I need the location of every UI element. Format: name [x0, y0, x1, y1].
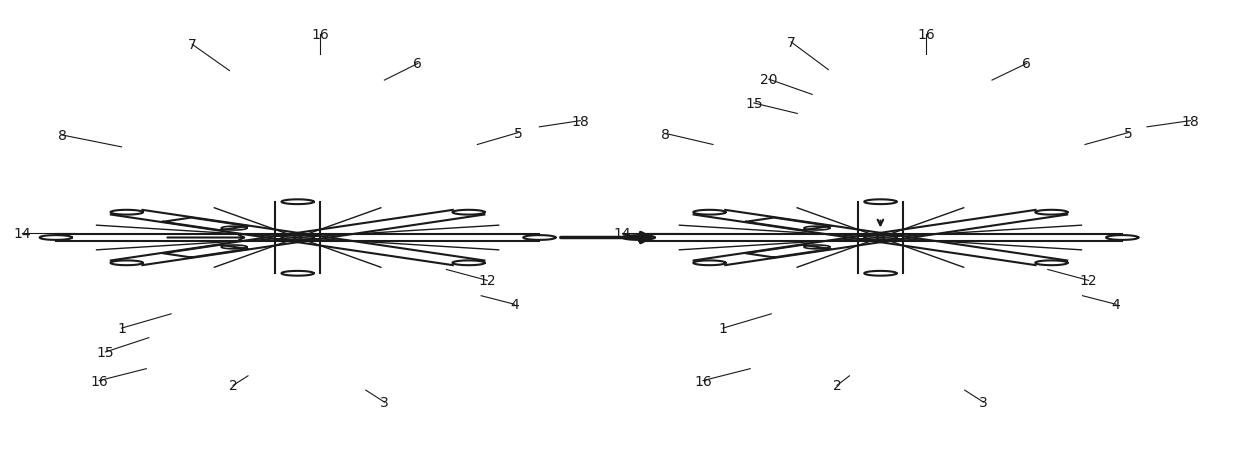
Text: 6: 6: [1022, 57, 1032, 71]
Text: 2: 2: [228, 378, 238, 393]
Text: 12: 12: [479, 274, 496, 288]
Text: 16: 16: [694, 374, 712, 388]
Text: 16: 16: [918, 28, 935, 42]
Text: 8: 8: [57, 129, 67, 143]
Text: 8: 8: [661, 127, 671, 141]
Text: 15: 15: [97, 345, 114, 359]
Text: 7: 7: [187, 38, 197, 52]
Text: 15: 15: [745, 97, 763, 111]
Text: 18: 18: [572, 114, 589, 129]
Text: 16: 16: [91, 374, 108, 388]
Text: 18: 18: [1182, 114, 1199, 129]
Text: 5: 5: [513, 126, 523, 140]
Text: 14: 14: [14, 226, 31, 240]
Text: 3: 3: [978, 395, 988, 409]
Text: 4: 4: [510, 298, 520, 312]
Text: 5: 5: [1123, 126, 1133, 140]
Text: 12: 12: [1080, 274, 1097, 288]
Text: 16: 16: [311, 28, 329, 42]
Text: 7: 7: [786, 36, 796, 50]
Text: 20: 20: [760, 73, 777, 87]
Text: 3: 3: [379, 395, 389, 409]
Text: 4: 4: [1111, 298, 1121, 312]
Text: 1: 1: [117, 321, 126, 336]
Text: 6: 6: [413, 57, 423, 71]
Text: 2: 2: [832, 378, 842, 393]
Text: 14: 14: [614, 226, 631, 240]
Text: 1: 1: [718, 321, 728, 336]
